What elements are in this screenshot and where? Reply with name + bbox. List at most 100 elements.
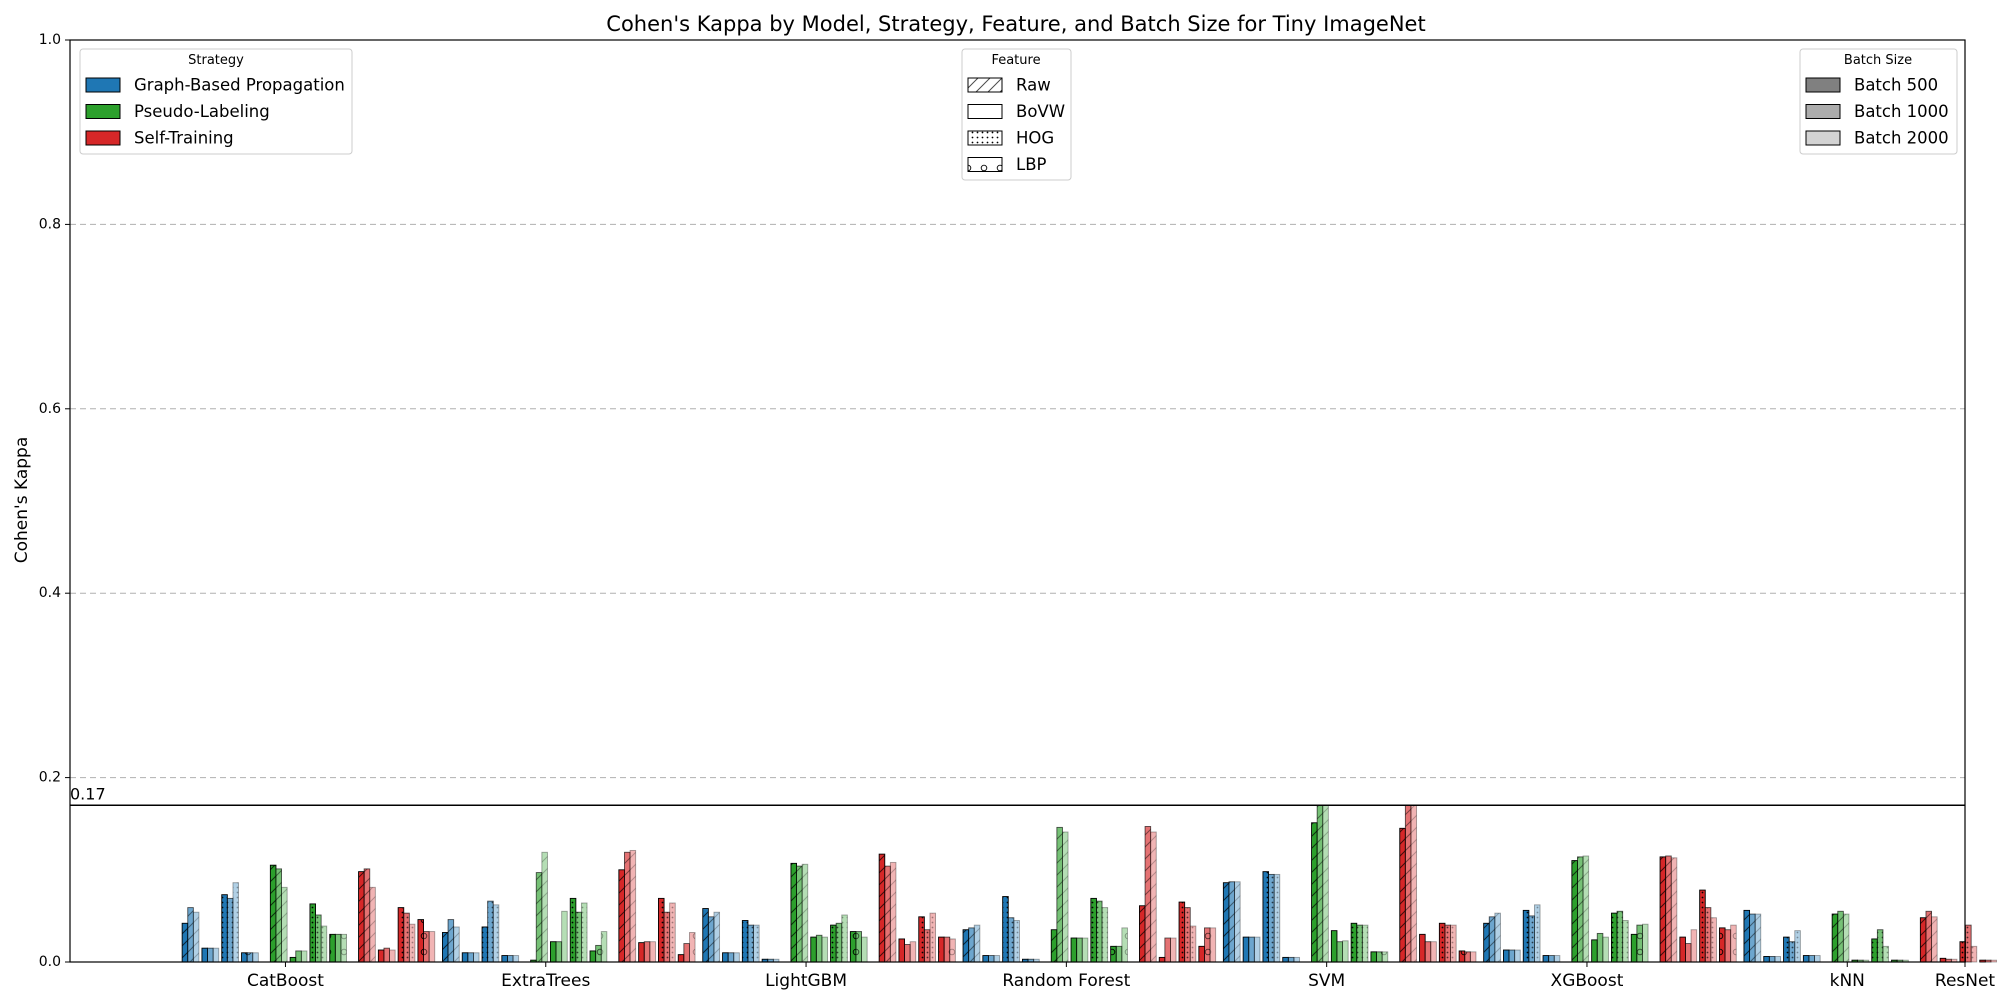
- bar: [252, 952, 259, 963]
- bar-fill: [1508, 949, 1516, 963]
- bar: [309, 903, 317, 963]
- bar: [212, 947, 220, 963]
- bar: [295, 950, 302, 963]
- bar: [1783, 936, 1790, 963]
- bar: [1636, 924, 1643, 963]
- bar-fill: [1690, 929, 1698, 963]
- bar-pattern: [855, 931, 862, 962]
- bar: [201, 947, 209, 963]
- bar-fill: [898, 938, 906, 963]
- bar-pattern: [1710, 917, 1717, 962]
- bar: [1882, 945, 1890, 963]
- bar: [1494, 912, 1501, 963]
- bar-pattern: [1755, 914, 1761, 962]
- bar: [663, 911, 671, 963]
- bar: [595, 944, 602, 963]
- bar-pattern: [1882, 946, 1889, 962]
- bar: [1062, 831, 1069, 963]
- bar: [1070, 937, 1078, 963]
- bar-pattern: [1311, 822, 1318, 962]
- legend-swatch: [85, 77, 121, 93]
- bar-fill: [1774, 956, 1782, 963]
- bar: [377, 949, 385, 963]
- bar-fill: [1602, 936, 1609, 963]
- bar: [1642, 923, 1649, 963]
- bar: [207, 947, 214, 963]
- bar-pattern: [1110, 946, 1117, 962]
- bar-pattern: [601, 931, 607, 962]
- bar-pattern: [1198, 946, 1205, 962]
- bar: [1596, 932, 1604, 963]
- bar: [741, 920, 749, 963]
- bar-pattern: [1399, 828, 1406, 962]
- bar-pattern: [417, 919, 424, 962]
- bar: [1814, 955, 1821, 963]
- bar-pattern: [1583, 855, 1589, 962]
- bar-pattern: [1382, 951, 1388, 962]
- legend-feature-item: Raw: [967, 76, 1051, 95]
- chart-title: Cohen's Kappa by Model, Strategy, Featur…: [606, 12, 1425, 36]
- bar-pattern: [1293, 957, 1300, 962]
- bar-fill: [377, 949, 385, 963]
- bar-pattern: [1464, 951, 1471, 962]
- bar: [1013, 920, 1020, 963]
- bar-pattern: [193, 912, 199, 962]
- bar: [467, 952, 474, 963]
- bar-pattern: [1925, 911, 1932, 962]
- bar: [1582, 855, 1590, 963]
- bar: [1808, 955, 1816, 963]
- bar: [1381, 951, 1389, 963]
- bar-fill: [1424, 941, 1432, 963]
- axis-break-label: 0.17: [70, 784, 106, 803]
- bar-pattern: [1028, 959, 1034, 962]
- bar: [232, 882, 240, 963]
- legend-batch-item: Batch 1000: [1805, 102, 1949, 121]
- bar-fill: [383, 947, 391, 963]
- bar-pattern: [1262, 871, 1269, 962]
- bar: [383, 947, 391, 963]
- bar: [683, 943, 690, 963]
- bar: [1837, 910, 1844, 963]
- bar: [796, 865, 803, 963]
- bar-fill: [643, 941, 651, 963]
- bar-pattern: [1150, 831, 1157, 962]
- bar-pattern: [423, 931, 430, 962]
- legend-swatch: [85, 104, 121, 119]
- bar-pattern: [796, 866, 803, 962]
- bar-pattern: [938, 937, 945, 962]
- bar: [1144, 826, 1152, 963]
- bar: [1430, 941, 1437, 963]
- bar: [1336, 941, 1344, 963]
- bar-pattern: [1832, 914, 1838, 962]
- bar-pattern: [321, 926, 327, 962]
- bar-pattern: [762, 959, 768, 962]
- bar: [1438, 922, 1446, 963]
- bar: [643, 941, 651, 963]
- bar: [1204, 927, 1211, 963]
- bar: [1350, 922, 1358, 963]
- bar-pattern: [924, 929, 930, 962]
- bar: [1925, 910, 1933, 963]
- bar: [1990, 959, 1998, 963]
- x-tick-label: LightGBM: [765, 971, 847, 991]
- legend-batch-title: Batch Size: [1844, 53, 1912, 68]
- bar: [1076, 937, 1083, 963]
- bar: [575, 911, 582, 963]
- bar-fill: [295, 950, 302, 963]
- bar: [1685, 943, 1692, 963]
- bar: [1101, 907, 1109, 963]
- bar-pattern: [482, 926, 488, 962]
- bar-pattern: [1705, 907, 1711, 962]
- bar-fill: [1591, 939, 1598, 963]
- bar-pattern: [1897, 960, 1903, 962]
- bar-fill: [1763, 956, 1770, 963]
- bar-pattern: [1322, 805, 1329, 962]
- bar-pattern: [182, 923, 188, 962]
- bar: [187, 907, 194, 963]
- bar-pattern: [713, 912, 720, 962]
- bar: [1170, 937, 1177, 963]
- bar-pattern: [315, 914, 322, 962]
- bar: [1591, 939, 1598, 963]
- bar: [801, 863, 809, 963]
